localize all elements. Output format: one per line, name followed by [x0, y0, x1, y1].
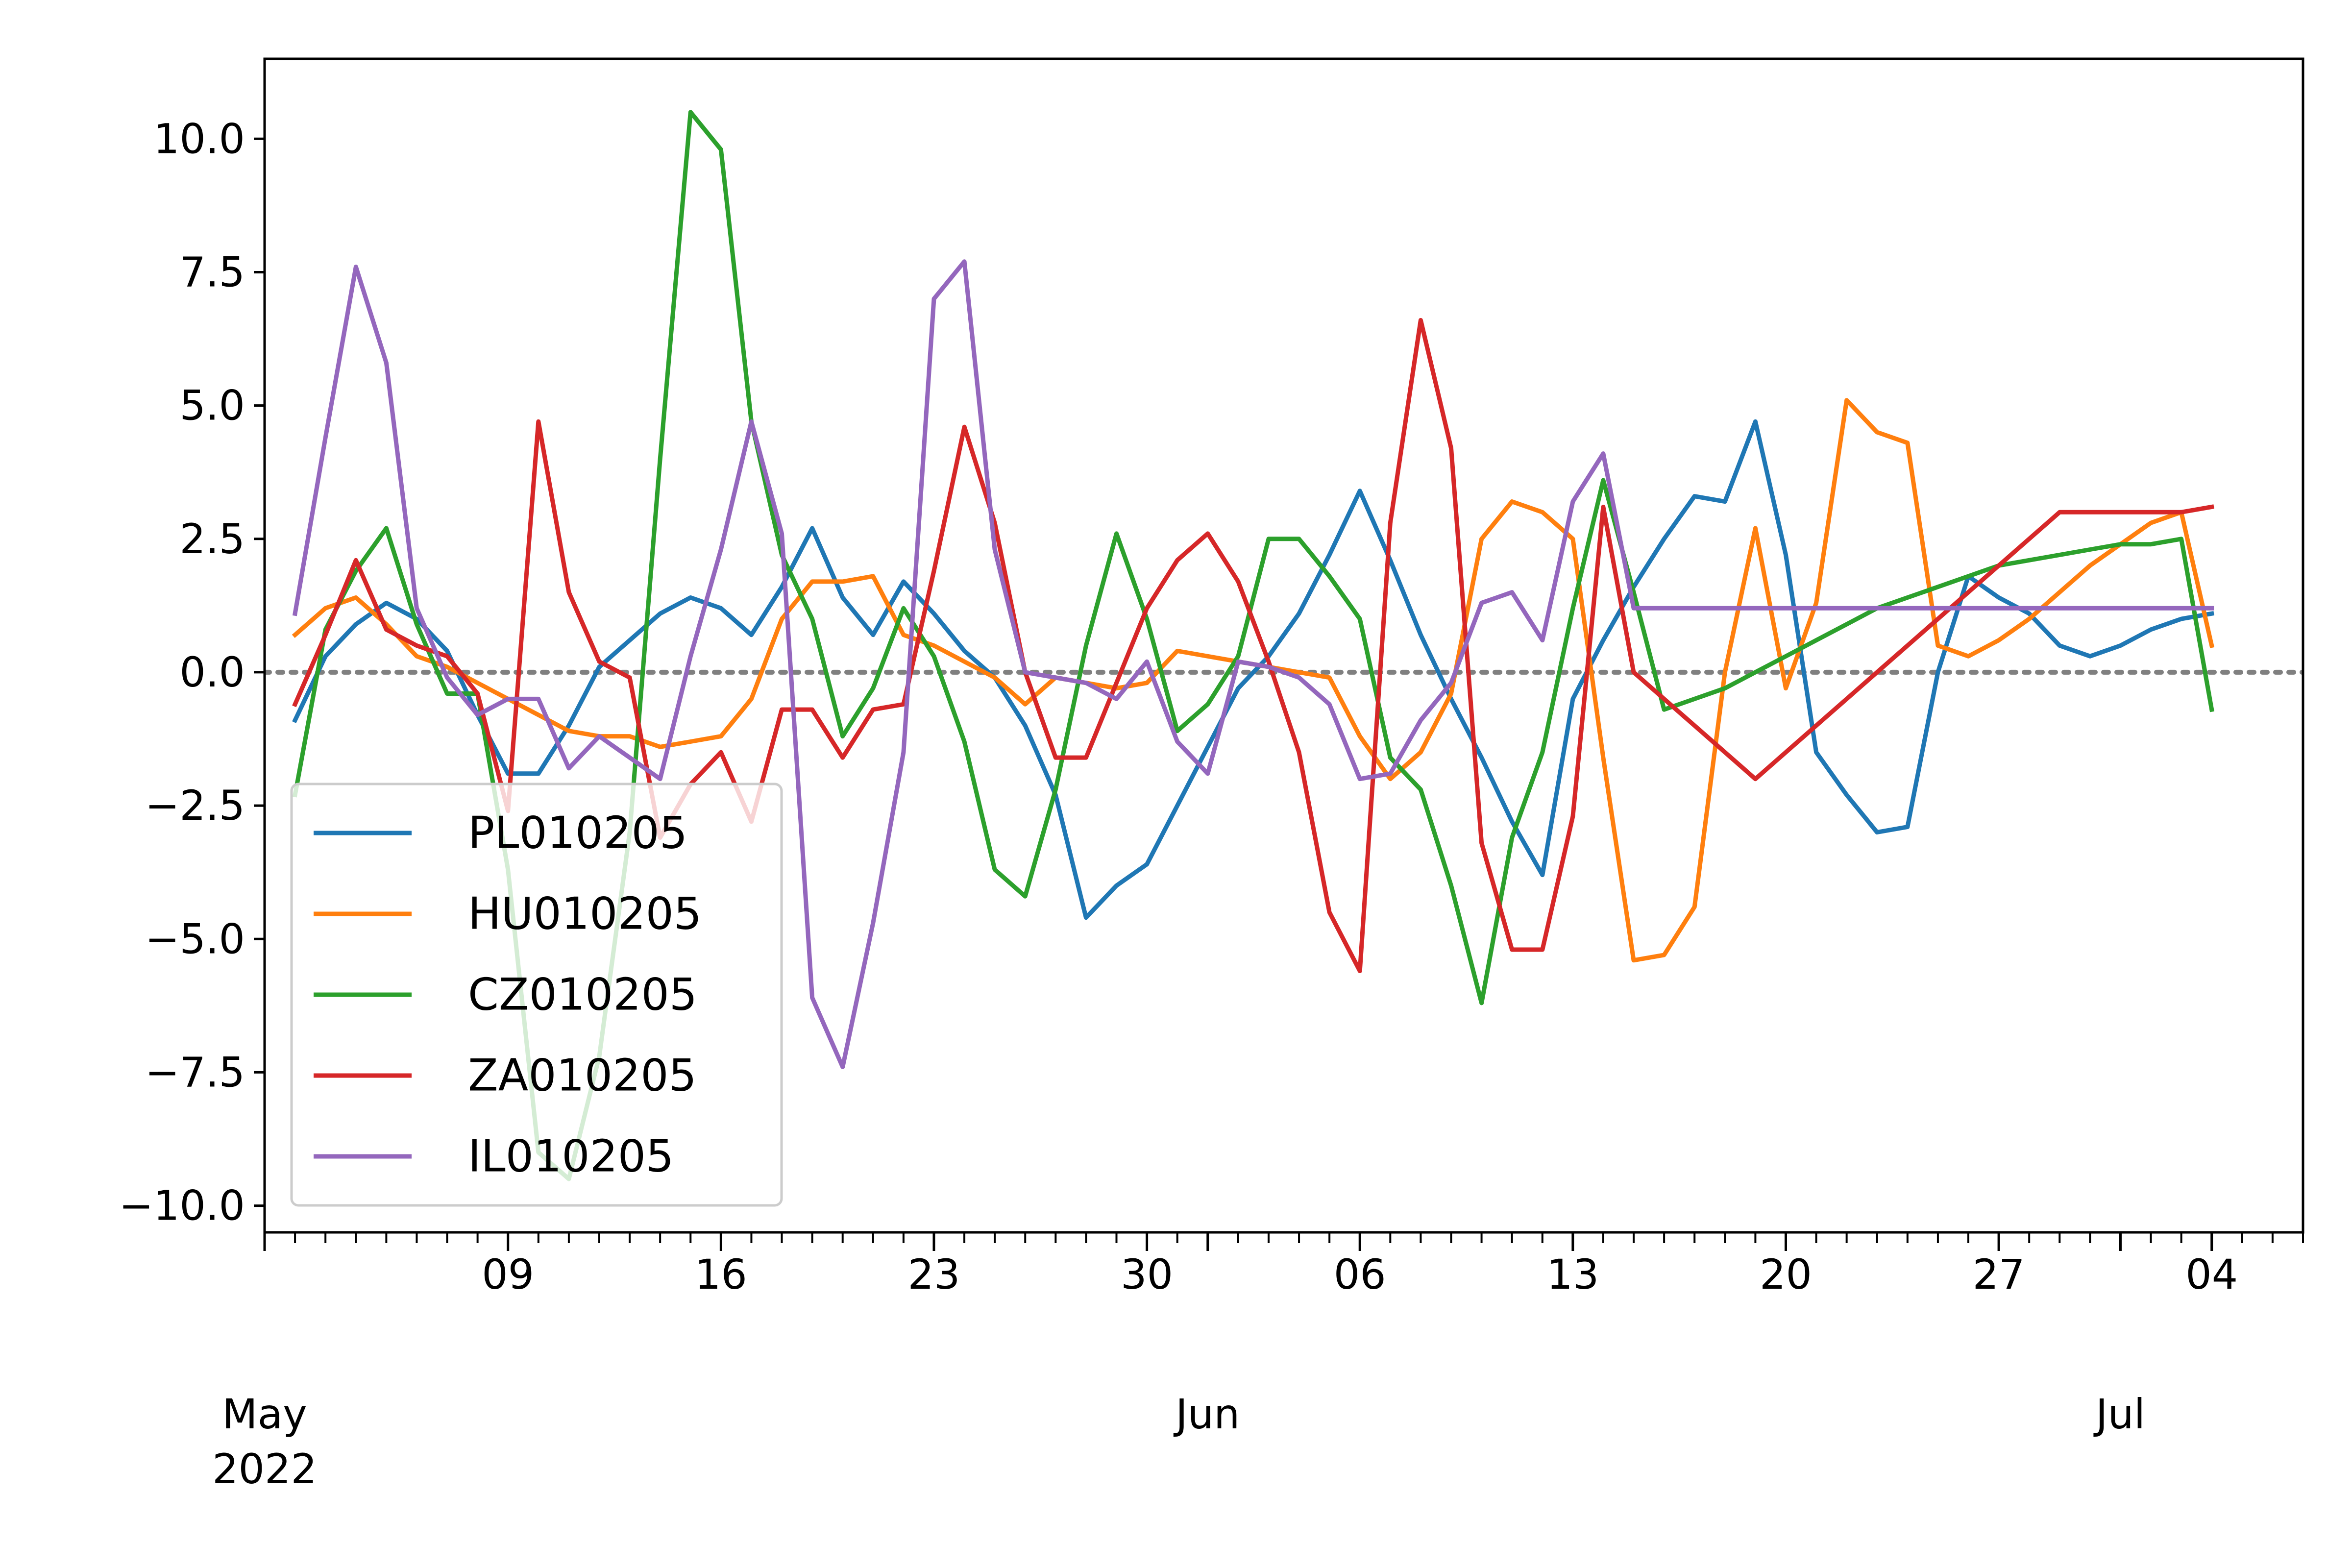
legend-label: HU010205	[468, 888, 702, 940]
y-tick-label: 10.0	[153, 115, 245, 163]
series-line-pl010205	[292, 419, 2214, 920]
x-month-label: May 2022	[212, 1390, 317, 1493]
y-tick-label: −5.0	[145, 915, 245, 963]
x-tick-label: 09	[482, 1250, 534, 1298]
x-tick-label: 13	[1546, 1250, 1599, 1298]
x-tick-label: 16	[695, 1250, 747, 1298]
x-tick-label: 20	[1760, 1250, 1812, 1298]
series-line-za010205	[292, 318, 2214, 974]
x-tick-label: 30	[1121, 1250, 1173, 1298]
legend: PL010205 HU010205 CZ010205 ZA010205 IL010205	[290, 783, 783, 1207]
x-month-label: Jul	[2093, 1390, 2145, 1438]
x-tick-label: 06	[1334, 1250, 1386, 1298]
legend-label: PL010205	[468, 808, 687, 859]
y-tick-label: −2.5	[145, 782, 245, 830]
legend-label: CZ010205	[468, 969, 697, 1021]
legend-box	[290, 783, 783, 1207]
series-lines	[265, 110, 2303, 1181]
x-tick-label: 04	[2185, 1250, 2238, 1298]
y-tick-label: −7.5	[145, 1048, 245, 1096]
legend-label: ZA010205	[468, 1050, 697, 1102]
axes-frame	[263, 57, 2304, 1234]
axes: −10.0 −7.5 −5.0 −2.5 0.0 2.5 5.0 7.5 10.0 09 16 23 3…	[119, 57, 2304, 1493]
y-tick-label: 7.5	[179, 248, 245, 296]
legend-label: IL010205	[468, 1131, 674, 1182]
series-line-il010205	[292, 259, 2214, 1069]
x-tick-label: 23	[908, 1250, 960, 1298]
y-tick-label: 0.0	[179, 648, 245, 696]
y-tick-label: −10.0	[119, 1182, 245, 1230]
x-month-label: Jun	[1173, 1390, 1240, 1438]
x-tick-label: 27	[1973, 1250, 2025, 1298]
y-tick-label: 5.0	[179, 382, 245, 430]
y-tick-label: 2.5	[179, 515, 245, 563]
